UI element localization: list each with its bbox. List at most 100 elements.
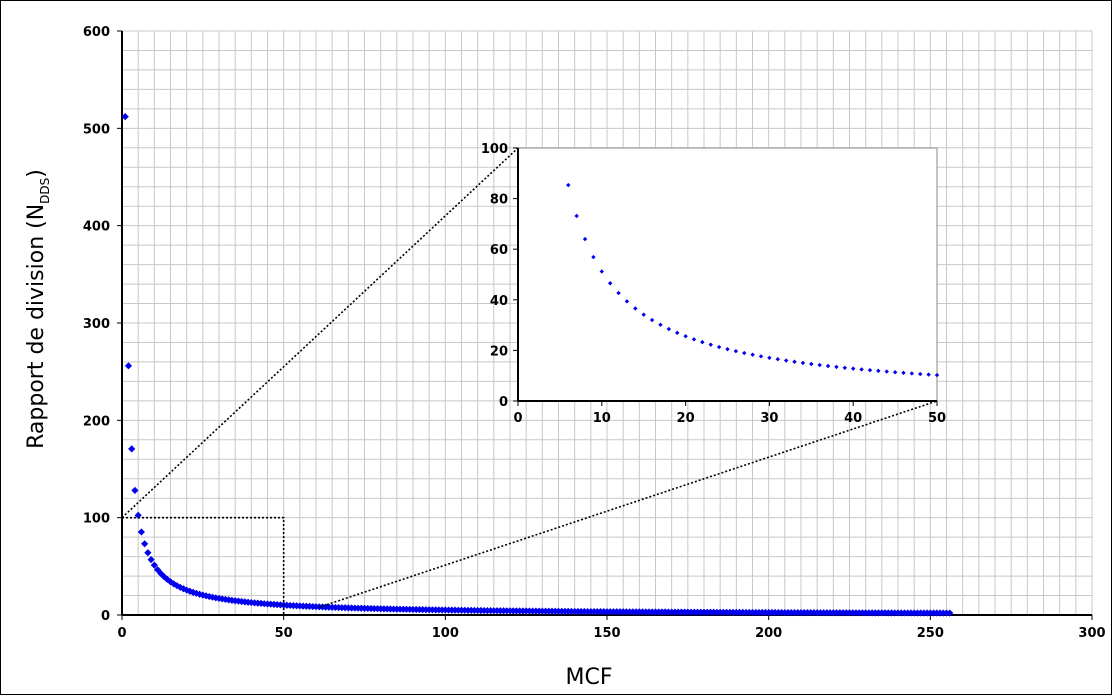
inset-y-tick-label: 100 [481, 142, 508, 157]
inset-data-point [825, 363, 831, 369]
inset-data-point [750, 352, 755, 357]
zoom-region-box [122, 516, 285, 615]
y-tick-label: 400 [83, 220, 110, 235]
inset-plot-area [517, 147, 938, 402]
data-point [128, 445, 136, 453]
zoom-connector-lines [121, 147, 938, 615]
zoom-connector-top [121, 147, 519, 519]
inset-data-point [926, 372, 931, 377]
data-point [196, 590, 204, 598]
inset-data-point [901, 370, 906, 376]
inset-data-point [675, 330, 680, 336]
data-point [183, 586, 191, 594]
inset-data-point [641, 312, 646, 317]
data-point [153, 566, 162, 574]
inset-chart: 0 10 20 30 40 50 0 20 40 60 80 100 [481, 142, 946, 426]
data-point [212, 594, 220, 602]
inset-data-point [633, 306, 638, 311]
y-tick-label: 200 [83, 414, 110, 429]
inset-y-tick-label: 40 [490, 294, 508, 309]
y-tick-label: 600 [83, 25, 110, 40]
x-tick-label: 300 [1078, 626, 1105, 641]
x-tick-label: 200 [755, 626, 782, 641]
data-point [121, 113, 129, 121]
inset-data-point [725, 346, 730, 352]
inset-x-tick-label: 20 [677, 411, 695, 426]
x-tick-label: 50 [275, 626, 293, 641]
y-tick-label: 300 [83, 317, 110, 332]
inset-data-point [708, 342, 713, 347]
y-axis-title: Rapport de division (NDDS) [24, 169, 52, 449]
inset-data-point [658, 322, 663, 328]
inset-data-point [607, 281, 613, 286]
y-axis-title-subscript: DDS [38, 178, 52, 204]
inset-data-point [876, 368, 881, 374]
inset-data-point [616, 290, 621, 296]
inset-data-point [716, 344, 722, 350]
data-point [946, 609, 954, 617]
inset-data-point [700, 339, 705, 345]
inset-data-point [758, 354, 764, 359]
x-tick-label: 150 [593, 626, 620, 641]
data-point [147, 556, 155, 564]
data-point [150, 561, 158, 569]
data-point [141, 540, 149, 548]
inset-data-point [591, 254, 596, 260]
y-tick-label: 100 [83, 512, 110, 527]
y-axis-title-main: Rapport de division (N [24, 204, 49, 449]
inset-data-point [574, 213, 579, 219]
inset-y-tick-label: 80 [490, 193, 508, 208]
x-axis-title: MCF [566, 665, 613, 690]
inset-data-point [884, 369, 889, 374]
x-tick-label: 100 [432, 626, 459, 641]
inset-data-point [767, 355, 772, 361]
inset-data-point [834, 364, 839, 370]
inset-y-tick-label: 0 [499, 395, 508, 410]
inset-data-point [691, 337, 697, 342]
inset-x-tick-label: 40 [844, 411, 862, 426]
inset-data-point [775, 357, 780, 362]
data-point [215, 594, 223, 602]
inset-x-tick-label: 10 [593, 411, 611, 426]
y-axis-title-close: ) [24, 169, 49, 178]
inset-data-point [859, 367, 864, 372]
inset-x-tick-label: 50 [928, 411, 946, 426]
inset-data-point [733, 348, 739, 354]
y-tick-label: 0 [101, 609, 110, 624]
inset-data-point [842, 365, 848, 370]
data-point [225, 596, 233, 604]
inset-data-point [566, 182, 571, 188]
inset-x-tick-label: 30 [760, 411, 778, 426]
inset-data-point [851, 366, 856, 371]
inset-data-point [624, 299, 630, 304]
inset-data-point [809, 361, 814, 367]
inset-data-point [783, 358, 789, 363]
data-point [131, 486, 139, 495]
inset-data-point [742, 350, 747, 356]
zoom-connector-bottom [318, 400, 938, 608]
data-point [137, 528, 145, 536]
inset-data-point [800, 360, 806, 366]
inset-data-point [582, 236, 588, 242]
main-x-tick-labels: 0 50 100 150 200 250 300 [117, 615, 1106, 641]
inset-x-tick-label: 0 [513, 411, 522, 426]
inset-data-point [909, 371, 915, 376]
main-data-points [121, 113, 954, 617]
x-tick-label: 250 [917, 626, 944, 641]
data-point [144, 549, 152, 557]
inset-data-point [934, 372, 940, 378]
inset-data-point [867, 367, 873, 373]
inset-data-point [683, 334, 688, 339]
inset-data-point [892, 370, 898, 375]
inset-data-point [649, 317, 655, 323]
inset-data-point [599, 269, 604, 274]
main-y-tick-labels: 0 100 200 300 400 500 600 [83, 25, 122, 624]
inset-data-point [792, 359, 797, 364]
data-point [124, 362, 133, 370]
x-tick-label: 0 [117, 626, 126, 641]
y-tick-label: 500 [83, 122, 110, 137]
inset-data-point [817, 362, 822, 368]
inset-data-point [666, 326, 672, 332]
